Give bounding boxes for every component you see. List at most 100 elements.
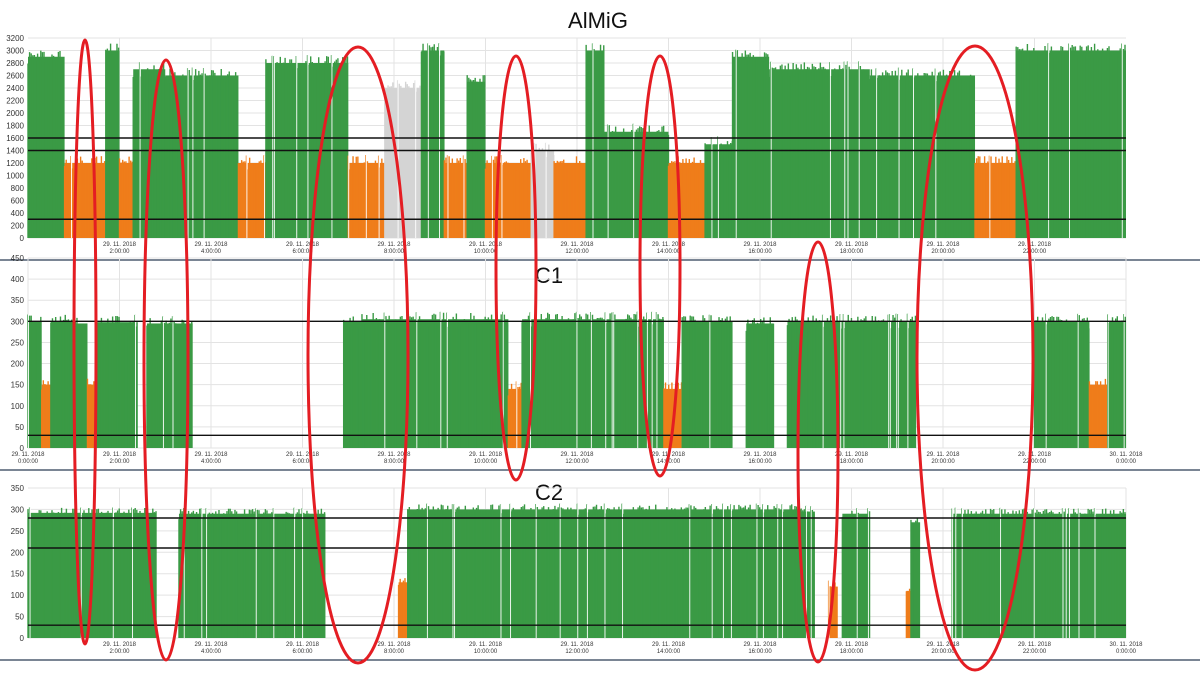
x-tick-time-c2: 14:00:00: [657, 649, 681, 655]
x-tick-time-c1: 16:00:00: [748, 459, 772, 465]
x-tick-time-c2: 0:00:00: [1116, 649, 1137, 655]
x-tick-almig: 29. 11. 2018: [744, 242, 778, 248]
x-tick-c2: 29. 11. 2018: [103, 642, 137, 648]
y-tick-c2: 300: [11, 505, 25, 514]
x-tick-c2: 29. 11. 2018: [652, 642, 686, 648]
x-tick-c1: 29. 11. 2018: [286, 452, 320, 458]
segment-c1-half: [507, 381, 523, 448]
y-tick-c2: 50: [15, 613, 24, 622]
y-tick-almig: 400: [11, 209, 25, 218]
x-tick-time-almig: 20:00:00: [931, 249, 955, 255]
x-tick-c1: 30. 11. 2018: [1110, 452, 1144, 458]
segment-almig-half: [443, 155, 468, 238]
x-tick-time-c2: 18:00:00: [840, 649, 864, 655]
x-tick-c2: 29. 11. 2018: [835, 642, 869, 648]
chart-title-c2: C2: [535, 480, 563, 505]
highlight-ellipse: [494, 54, 538, 482]
y-tick-c2: 350: [11, 484, 25, 493]
y-tick-c2: 0: [20, 634, 25, 643]
y-tick-almig: 2000: [6, 109, 24, 118]
segment-c1-on: [681, 314, 733, 448]
y-tick-almig: 3200: [6, 34, 24, 43]
x-tick-time-almig: 14:00:00: [657, 249, 681, 255]
x-tick-time-almig: 16:00:00: [748, 249, 772, 255]
x-tick-c2: 29. 11. 2018: [927, 642, 961, 648]
y-tick-almig: 1800: [6, 122, 24, 131]
x-tick-time-almig: 18:00:00: [840, 249, 864, 255]
x-tick-time-almig: 12:00:00: [565, 249, 589, 255]
segment-almig-on: [731, 49, 770, 238]
x-tick-time-c1: 2:00:00: [109, 459, 130, 465]
highlight-ellipse: [915, 44, 1035, 672]
segment-almig-on: [1015, 43, 1126, 238]
segment-almig-idle: [530, 142, 555, 238]
y-tick-c1: 400: [11, 275, 25, 284]
x-tick-time-almig: 2:00:00: [109, 249, 130, 255]
segment-c1-on: [95, 314, 138, 448]
x-tick-almig: 29. 11. 2018: [378, 242, 412, 248]
segment-c1-on: [73, 317, 88, 448]
segment-c2-on: [841, 508, 871, 638]
x-tick-c1: 29. 11. 2018: [12, 452, 46, 458]
segment-c2-half: [905, 588, 911, 638]
segment-c2-on: [800, 505, 815, 638]
x-tick-c2: 29. 11. 2018: [286, 642, 320, 648]
segment-c2-on: [178, 507, 326, 638]
x-tick-c1: 29. 11. 2018: [835, 452, 869, 458]
highlight-ellipse: [638, 54, 682, 478]
y-tick-c2: 200: [11, 548, 25, 557]
x-tick-c2: 29. 11. 2018: [469, 642, 503, 648]
segment-c2-on: [951, 507, 1126, 638]
highlight-ellipse: [72, 38, 98, 646]
x-tick-time-c2: 2:00:00: [109, 649, 130, 655]
highlight-ellipse: [142, 58, 190, 662]
y-tick-almig: 2400: [6, 84, 24, 93]
x-tick-c2: 29. 11. 2018: [378, 642, 412, 648]
x-tick-time-c2: 16:00:00: [748, 649, 772, 655]
y-tick-almig: 1000: [6, 172, 24, 181]
segment-almig-on: [420, 43, 445, 238]
segment-almig-on: [466, 75, 486, 238]
y-tick-almig: 1400: [6, 147, 24, 156]
segment-almig-half: [974, 155, 1017, 238]
y-tick-c2: 100: [11, 591, 25, 600]
x-tick-time-c1: 20:00:00: [931, 459, 955, 465]
segment-c1-half: [41, 380, 51, 448]
segment-c1-half: [86, 378, 97, 448]
x-tick-time-c1: 6:00:00: [292, 459, 313, 465]
y-tick-c1: 300: [11, 317, 25, 326]
x-tick-time-almig: 22:00:00: [1023, 249, 1047, 255]
x-tick-time-almig: 8:00:00: [384, 249, 405, 255]
x-tick-almig: 29. 11. 2018: [835, 242, 869, 248]
x-tick-c2: 29. 11. 2018: [195, 642, 229, 648]
segment-c1-on: [361, 311, 509, 448]
y-tick-almig: 2800: [6, 59, 24, 68]
y-tick-c1: 100: [11, 402, 25, 411]
x-tick-almig: 29. 11. 2018: [561, 242, 595, 248]
x-tick-almig: 29. 11. 2018: [927, 242, 961, 248]
y-tick-almig: 600: [11, 197, 25, 206]
y-tick-almig: 2600: [6, 72, 24, 81]
y-tick-c1: 350: [11, 296, 25, 305]
x-tick-c2: 29. 11. 2018: [561, 642, 595, 648]
x-tick-c1: 29. 11. 2018: [469, 452, 503, 458]
y-tick-c1: 450: [11, 254, 25, 263]
segment-almig-half: [484, 155, 532, 238]
x-tick-time-c1: 0:00:00: [18, 459, 39, 465]
x-tick-time-c2: 8:00:00: [384, 649, 405, 655]
x-tick-almig: 29. 11. 2018: [195, 242, 229, 248]
y-tick-c2: 250: [11, 527, 25, 536]
x-tick-time-c2: 22:00:00: [1023, 649, 1047, 655]
x-tick-time-almig: 4:00:00: [201, 249, 222, 255]
y-tick-c1: 150: [11, 381, 25, 390]
x-tick-c1: 29. 11. 2018: [378, 452, 412, 458]
x-tick-time-c1: 10:00:00: [474, 459, 498, 465]
x-tick-c2: 29. 11. 2018: [1018, 642, 1052, 648]
chart-title-almig: AlMiG: [568, 8, 628, 33]
y-tick-almig: 1200: [6, 159, 24, 168]
y-tick-c1: 200: [11, 360, 25, 369]
segment-almig-half: [347, 155, 385, 238]
x-tick-almig: 29. 11. 2018: [469, 242, 503, 248]
